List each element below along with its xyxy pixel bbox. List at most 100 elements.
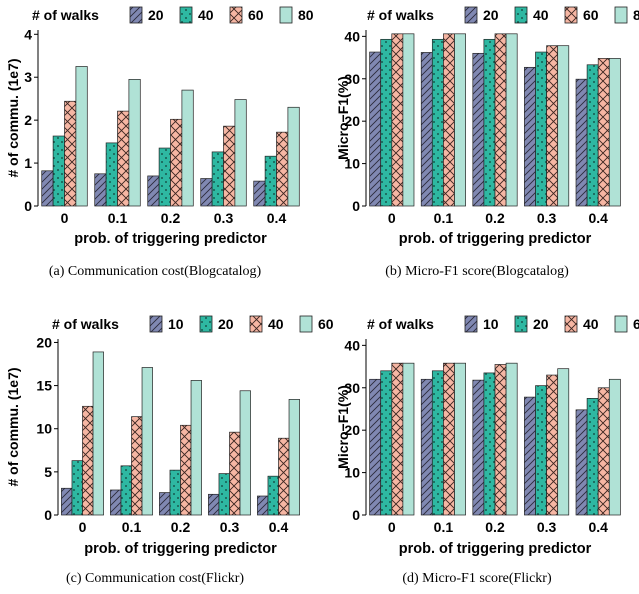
y-tick-label: 0 [24, 198, 32, 214]
y-tick-label: 0 [352, 198, 360, 214]
legend-title: # of walks [367, 7, 434, 23]
legend-swatch-40 [179, 6, 193, 24]
bar-60-0.3 [557, 368, 570, 516]
legend-label-20: 20 [533, 316, 549, 332]
x-tick-label: 0.4 [588, 210, 608, 226]
y-tick-label: 4 [24, 26, 32, 42]
bar-40-0.2 [483, 38, 496, 207]
legend: # of walks 20 40 60 80 [367, 6, 639, 24]
bar-20-0.4 [267, 475, 279, 516]
legend-label-60: 60 [248, 7, 264, 23]
legend-swatch-60 [564, 6, 578, 24]
x-tick-label: 0.3 [537, 210, 557, 226]
bar-60-0.1 [117, 110, 130, 207]
x-tick-label: 0.1 [108, 210, 128, 226]
legend-label-60: 60 [583, 7, 599, 23]
bar-60-0.2 [494, 33, 507, 207]
bar-40-0.4 [278, 437, 290, 516]
legend-label-60: 60 [318, 316, 334, 332]
y-tick-label: 30 [344, 380, 360, 396]
y-axis-label: # of commu. (1e7) [5, 58, 21, 177]
bar-10-0 [61, 487, 73, 516]
legend-swatch-10 [149, 315, 163, 333]
bar-20-0.3 [200, 178, 213, 207]
bar-20-0.1 [431, 370, 444, 516]
bar-80-0 [402, 33, 415, 207]
legend-swatch-60 [299, 315, 313, 333]
legend-label-10: 10 [483, 316, 499, 332]
bar-80-0.4 [287, 106, 300, 207]
bar-60-0 [64, 100, 77, 207]
bar-60-0.2 [190, 380, 202, 516]
y-tick-label: 40 [344, 337, 360, 353]
bar-80-0.3 [557, 45, 570, 207]
legend-swatch-20 [199, 315, 213, 333]
bar-40-0 [391, 362, 404, 516]
legend-label-80: 80 [298, 7, 314, 23]
bar-10-0.1 [110, 489, 122, 516]
bar-20-0.1 [120, 465, 132, 516]
x-tick-label: 0 [79, 519, 87, 535]
y-tick-label: 20 [344, 113, 360, 129]
bar-20-0.1 [420, 52, 433, 207]
bar-40-0.4 [597, 387, 610, 516]
bar-10-0.4 [575, 409, 588, 516]
bar-10-0.4 [257, 495, 269, 516]
y-tick-label: 10 [344, 156, 360, 172]
x-tick-label: 0.2 [171, 519, 191, 535]
bar-80-0.2 [505, 33, 518, 207]
y-tick-label: 10 [36, 421, 52, 437]
y-tick-label: 10 [344, 465, 360, 481]
bar-20-0.1 [94, 173, 107, 207]
bar-80-0.4 [608, 58, 621, 207]
bar-40-0.1 [443, 362, 455, 516]
chart-panel-b: # of walks 20 40 60 80 0 10 20 30 40 Micro−F1(%) 0 0… [335, 6, 639, 279]
x-axis-label: prob. of triggering predictor [84, 541, 277, 557]
bar-80-0.2 [181, 89, 194, 207]
legend-label-20: 20 [148, 7, 164, 23]
y-tick-label: 5 [44, 464, 52, 480]
y-tick-label: 30 [344, 71, 360, 87]
legend-swatch-80 [614, 6, 628, 24]
bar-10-0.3 [208, 493, 220, 516]
y-axis-label: # of commu. (1e7) [5, 367, 21, 486]
legend-swatch-40 [514, 6, 528, 24]
legend-swatch-60 [614, 315, 628, 333]
bar-20-0.4 [575, 78, 588, 207]
legend-swatch-80 [279, 6, 293, 24]
legend-label-10: 10 [168, 316, 184, 332]
panel-caption: (d) Micro-F1 score(Flickr) [402, 571, 552, 586]
legend-title: # of walks [32, 7, 99, 23]
x-tick-label: 0.4 [588, 519, 608, 535]
bar-40-0 [52, 135, 65, 207]
chart-panel-d: # of walks 10 20 40 60 0 10 20 30 40 Micro−F1(%) 0 0… [335, 315, 639, 586]
x-tick-label: 0.4 [269, 519, 289, 535]
bar-80-0.3 [234, 99, 247, 207]
bar-60-0.1 [141, 367, 153, 516]
panel-caption: (b) Micro-F1 score(Blogcatalog) [385, 264, 569, 279]
bar-60-0.2 [170, 118, 183, 207]
x-tick-label: 0 [388, 519, 396, 535]
y-tick-label: 0 [352, 507, 360, 523]
legend: # of walks 20 40 60 80 [32, 6, 314, 24]
legend-swatch-10 [464, 315, 478, 333]
x-axis-label: prob. of triggering predictor [399, 541, 592, 557]
legend-swatch-40 [249, 315, 263, 333]
bar-40-0.4 [264, 155, 277, 207]
legend-title: # of walks [52, 316, 119, 332]
bar-60-0.3 [546, 45, 559, 207]
bar-20-0.4 [253, 180, 266, 207]
legend-label-40: 40 [198, 7, 214, 23]
bar-60-0.3 [239, 390, 251, 516]
legend-title: # of walks [367, 316, 434, 332]
bar-80-0 [75, 66, 88, 207]
x-tick-label: 0.3 [214, 210, 234, 226]
bar-40-0.4 [586, 64, 599, 207]
x-tick-label: 0.2 [161, 210, 181, 226]
bar-40-0.3 [211, 151, 224, 207]
y-tick-label: 0 [44, 507, 52, 523]
legend-swatch-20 [464, 6, 478, 24]
x-tick-label: 0.2 [485, 210, 505, 226]
bar-40-0.1 [431, 38, 444, 207]
